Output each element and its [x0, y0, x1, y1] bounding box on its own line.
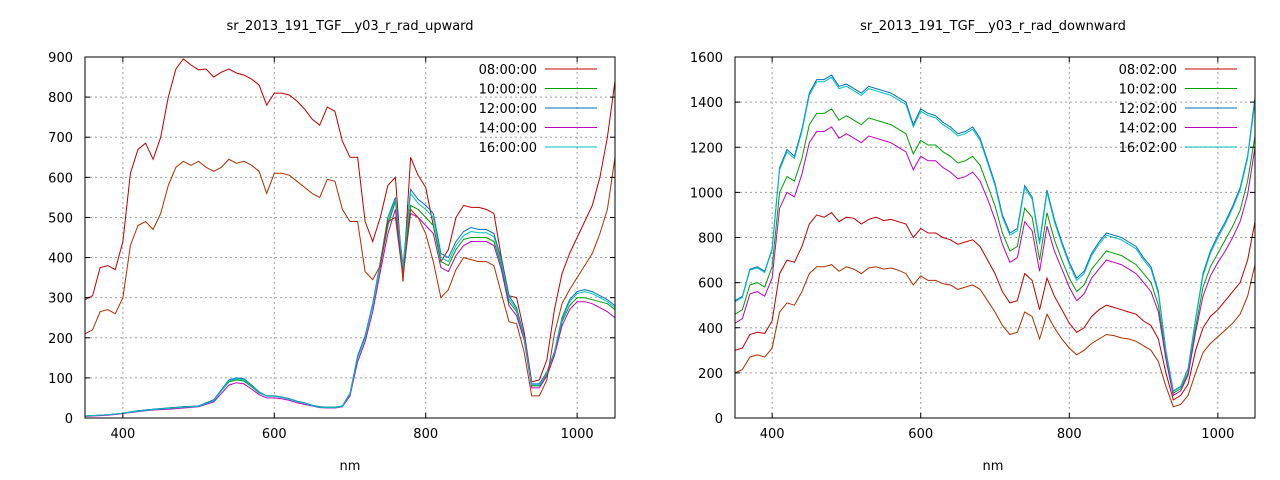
- x-tick-label: 800: [413, 427, 438, 442]
- legend-label: 08:00:00: [479, 63, 537, 78]
- chart-downward: sr_2013_191_TGF__y03_r_rad_downward nm 4…: [690, 19, 1256, 474]
- y-tick-label: 0: [65, 412, 73, 427]
- chart-title: sr_2013_191_TGF__y03_r_rad_upward: [226, 19, 473, 34]
- y-tick-label: 400: [48, 252, 73, 267]
- x-axis-label: nm: [983, 459, 1004, 474]
- y-tick-label: 1600: [690, 51, 723, 66]
- legend-label: 10:02:00: [1119, 83, 1177, 98]
- x-tick-label: 400: [760, 427, 785, 442]
- legend-label: 12:02:00: [1119, 102, 1177, 117]
- x-tick-label: 600: [262, 427, 287, 442]
- legend-label: 12:00:00: [479, 102, 537, 117]
- series-line: [85, 157, 615, 397]
- series-line: [735, 126, 1255, 397]
- series-line: [85, 192, 615, 417]
- y-tick-label: 700: [48, 131, 73, 146]
- legend-label: 16:02:00: [1119, 141, 1177, 156]
- plot-frame: [84, 56, 616, 419]
- legend-label: 14:02:00: [1119, 122, 1177, 137]
- chart-title: sr_2013_191_TGF__y03_r_rad_downward: [860, 19, 1126, 34]
- series-line: [735, 76, 1255, 393]
- legend-label: 08:02:00: [1119, 63, 1177, 78]
- x-tick-label: 1000: [1201, 427, 1234, 442]
- series-line: [85, 201, 615, 417]
- y-tick-label: 500: [48, 211, 73, 226]
- y-tick-label: 800: [698, 232, 723, 247]
- x-tick-label: 1000: [561, 427, 594, 442]
- y-tick-label: 900: [48, 51, 73, 66]
- series-line: [735, 74, 1255, 392]
- y-tick-label: 200: [698, 367, 723, 382]
- y-tick-label: 200: [48, 332, 73, 347]
- y-tick-label: 600: [48, 171, 73, 186]
- x-tick-label: 800: [1057, 427, 1082, 442]
- y-tick-label: 100: [48, 372, 73, 387]
- legend-label: 16:00:00: [479, 141, 537, 156]
- series-line: [735, 108, 1255, 395]
- chart-upward: sr_2013_191_TGF__y03_r_rad_upward nm 400…: [48, 19, 616, 474]
- x-tick-label: 600: [908, 427, 933, 442]
- series-line: [735, 264, 1255, 408]
- y-tick-label: 300: [48, 292, 73, 307]
- series-line: [85, 209, 615, 417]
- y-tick-label: 0: [715, 412, 723, 427]
- y-tick-label: 1200: [690, 141, 723, 156]
- x-axis-label: nm: [340, 459, 361, 474]
- y-tick-label: 800: [48, 91, 73, 106]
- y-tick-label: 1400: [690, 96, 723, 111]
- series-line: [735, 212, 1255, 401]
- y-tick-label: 400: [698, 322, 723, 337]
- y-tick-label: 1000: [690, 186, 723, 201]
- series-line: [85, 188, 615, 417]
- series-line: [85, 58, 615, 383]
- legend-label: 10:00:00: [479, 83, 537, 98]
- y-tick-label: 600: [698, 277, 723, 292]
- legend-label: 14:00:00: [479, 122, 537, 137]
- x-tick-label: 400: [110, 427, 135, 442]
